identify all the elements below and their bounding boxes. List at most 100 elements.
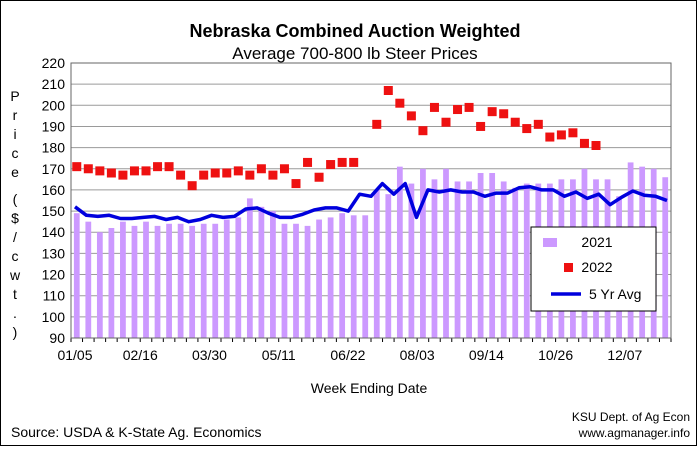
marker-2022: [568, 128, 578, 138]
credit-dept: KSU Dept. of Ag Econ: [572, 410, 690, 424]
y-tick-label: 180: [42, 140, 66, 156]
bar-2021: [408, 183, 415, 338]
y-label-char: r: [13, 107, 18, 123]
marker-2022: [326, 160, 336, 170]
y-label-char: c: [12, 145, 19, 161]
legend-label-5yr-avg: 5 Yr Avg: [589, 286, 641, 302]
marker-2022: [533, 119, 543, 129]
marker-2022: [118, 170, 128, 180]
bar-2021: [246, 198, 253, 338]
bar-2021: [373, 189, 380, 338]
y-tick-label: 140: [42, 224, 66, 240]
bar-2021: [477, 173, 484, 338]
marker-2022: [210, 168, 220, 178]
x-axis-ticks: 01/05 02/16 03/30 05/11 06/22 08/03 09/14 10/26…: [57, 338, 672, 363]
legend-swatch-2021: [543, 238, 557, 247]
marker-2022: [187, 181, 197, 191]
x-tick-label: 12/07: [607, 347, 642, 363]
marker-2022: [429, 102, 439, 112]
y-tick-label: 90: [49, 330, 65, 346]
marker-2022: [464, 102, 474, 112]
credit-website: www.agmanager.info: [578, 426, 691, 440]
marker-2022: [106, 168, 116, 178]
bar-2021: [200, 223, 207, 338]
y-label-char: i: [13, 126, 16, 142]
marker-2022: [233, 166, 243, 176]
y-label-char: c: [12, 248, 19, 264]
y-tick-label: 110: [43, 288, 66, 304]
bar-2021: [396, 166, 403, 338]
bar-2021: [385, 194, 392, 338]
y-tick-label: 130: [42, 245, 66, 261]
x-tick-label: 03/30: [192, 347, 227, 363]
source-note: Source: USDA & K-State Ag. Economics: [11, 424, 262, 440]
y-label-char: ): [13, 324, 18, 340]
y-tick-label: 100: [42, 309, 66, 325]
y-label-char: w: [9, 267, 21, 283]
marker-2022: [591, 141, 601, 150]
chart-title: Nebraska Combined Auction Weighted: [189, 21, 520, 41]
marker-2022: [487, 107, 497, 117]
bar-2021: [281, 223, 288, 338]
plot-border: [70, 62, 672, 339]
bar-2021: [154, 225, 161, 338]
marker-2022: [579, 138, 589, 148]
legend: 2021 2022 5 Yr Avg: [530, 226, 657, 312]
bar-2021: [523, 183, 530, 338]
marker-2022: [441, 117, 451, 127]
x-tick-label: 10/26: [538, 347, 573, 363]
y-tick-label: 200: [42, 97, 66, 113]
y-label-char: P: [10, 88, 19, 104]
marker-2022: [453, 105, 463, 115]
marker-2022: [406, 111, 416, 121]
marker-2022: [141, 166, 151, 176]
marker-2022: [395, 98, 405, 108]
y-label-char: $: [11, 210, 19, 226]
bar-2021: [443, 168, 449, 338]
bar-2021: [223, 219, 230, 338]
x-tick-label: 05/11: [262, 347, 296, 363]
bar-2021: [420, 168, 426, 338]
y-tick-label: 220: [42, 55, 66, 71]
bar-2021: [131, 225, 138, 338]
bar-2021: [500, 181, 507, 338]
y-tick-label: 210: [42, 76, 66, 92]
marker-2022: [129, 166, 139, 176]
marker-2022: [303, 157, 313, 167]
x-axis-label: Week Ending Date: [311, 380, 428, 396]
marker-2022: [72, 162, 82, 172]
y-tick-label: 120: [42, 267, 66, 283]
bar-2021: [108, 228, 115, 338]
marker-2022: [372, 119, 382, 129]
marker-2022: [199, 170, 209, 180]
marker-2022: [268, 170, 278, 180]
bar-2021: [454, 181, 461, 338]
bar-2021: [120, 221, 126, 338]
bar-2021: [339, 213, 346, 338]
bar-2021: [327, 217, 334, 338]
marker-2022: [153, 162, 163, 172]
bar-2021: [270, 211, 276, 338]
bar-2021: [143, 221, 149, 338]
marker-2022: [83, 164, 93, 174]
bar-2021: [258, 206, 265, 338]
marker-2022: [337, 157, 347, 167]
bar-2021: [489, 173, 496, 338]
marker-2022: [522, 124, 532, 134]
x-tick-label: 06/22: [330, 347, 365, 363]
y-tick-label: 190: [42, 118, 66, 134]
bar-2021: [212, 223, 219, 338]
marker-2022: [164, 162, 174, 172]
marker-2022: [556, 130, 566, 140]
avg-line: [73, 181, 668, 224]
marker-2022: [176, 170, 186, 180]
y-axis-ticks: 90 100 110 120 130 140 150 160 170 180 190 200 210 22…: [42, 55, 66, 346]
bar-2021: [316, 219, 322, 338]
y-label-char: .: [13, 305, 17, 321]
marker-2022: [314, 172, 324, 182]
bar-2021: [96, 232, 103, 338]
bar-2021: [304, 225, 311, 338]
marker-2022: [222, 168, 232, 178]
legend-swatch-2022: [564, 263, 573, 272]
